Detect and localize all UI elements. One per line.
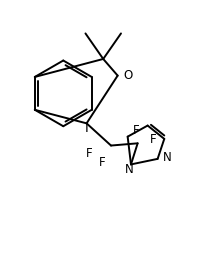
Text: N: N bbox=[125, 164, 134, 177]
Text: F: F bbox=[85, 147, 92, 160]
Text: I: I bbox=[85, 122, 88, 135]
Text: F: F bbox=[99, 156, 105, 169]
Text: N: N bbox=[163, 151, 172, 164]
Text: F: F bbox=[133, 124, 140, 136]
Text: O: O bbox=[123, 69, 133, 82]
Text: F: F bbox=[150, 133, 157, 146]
